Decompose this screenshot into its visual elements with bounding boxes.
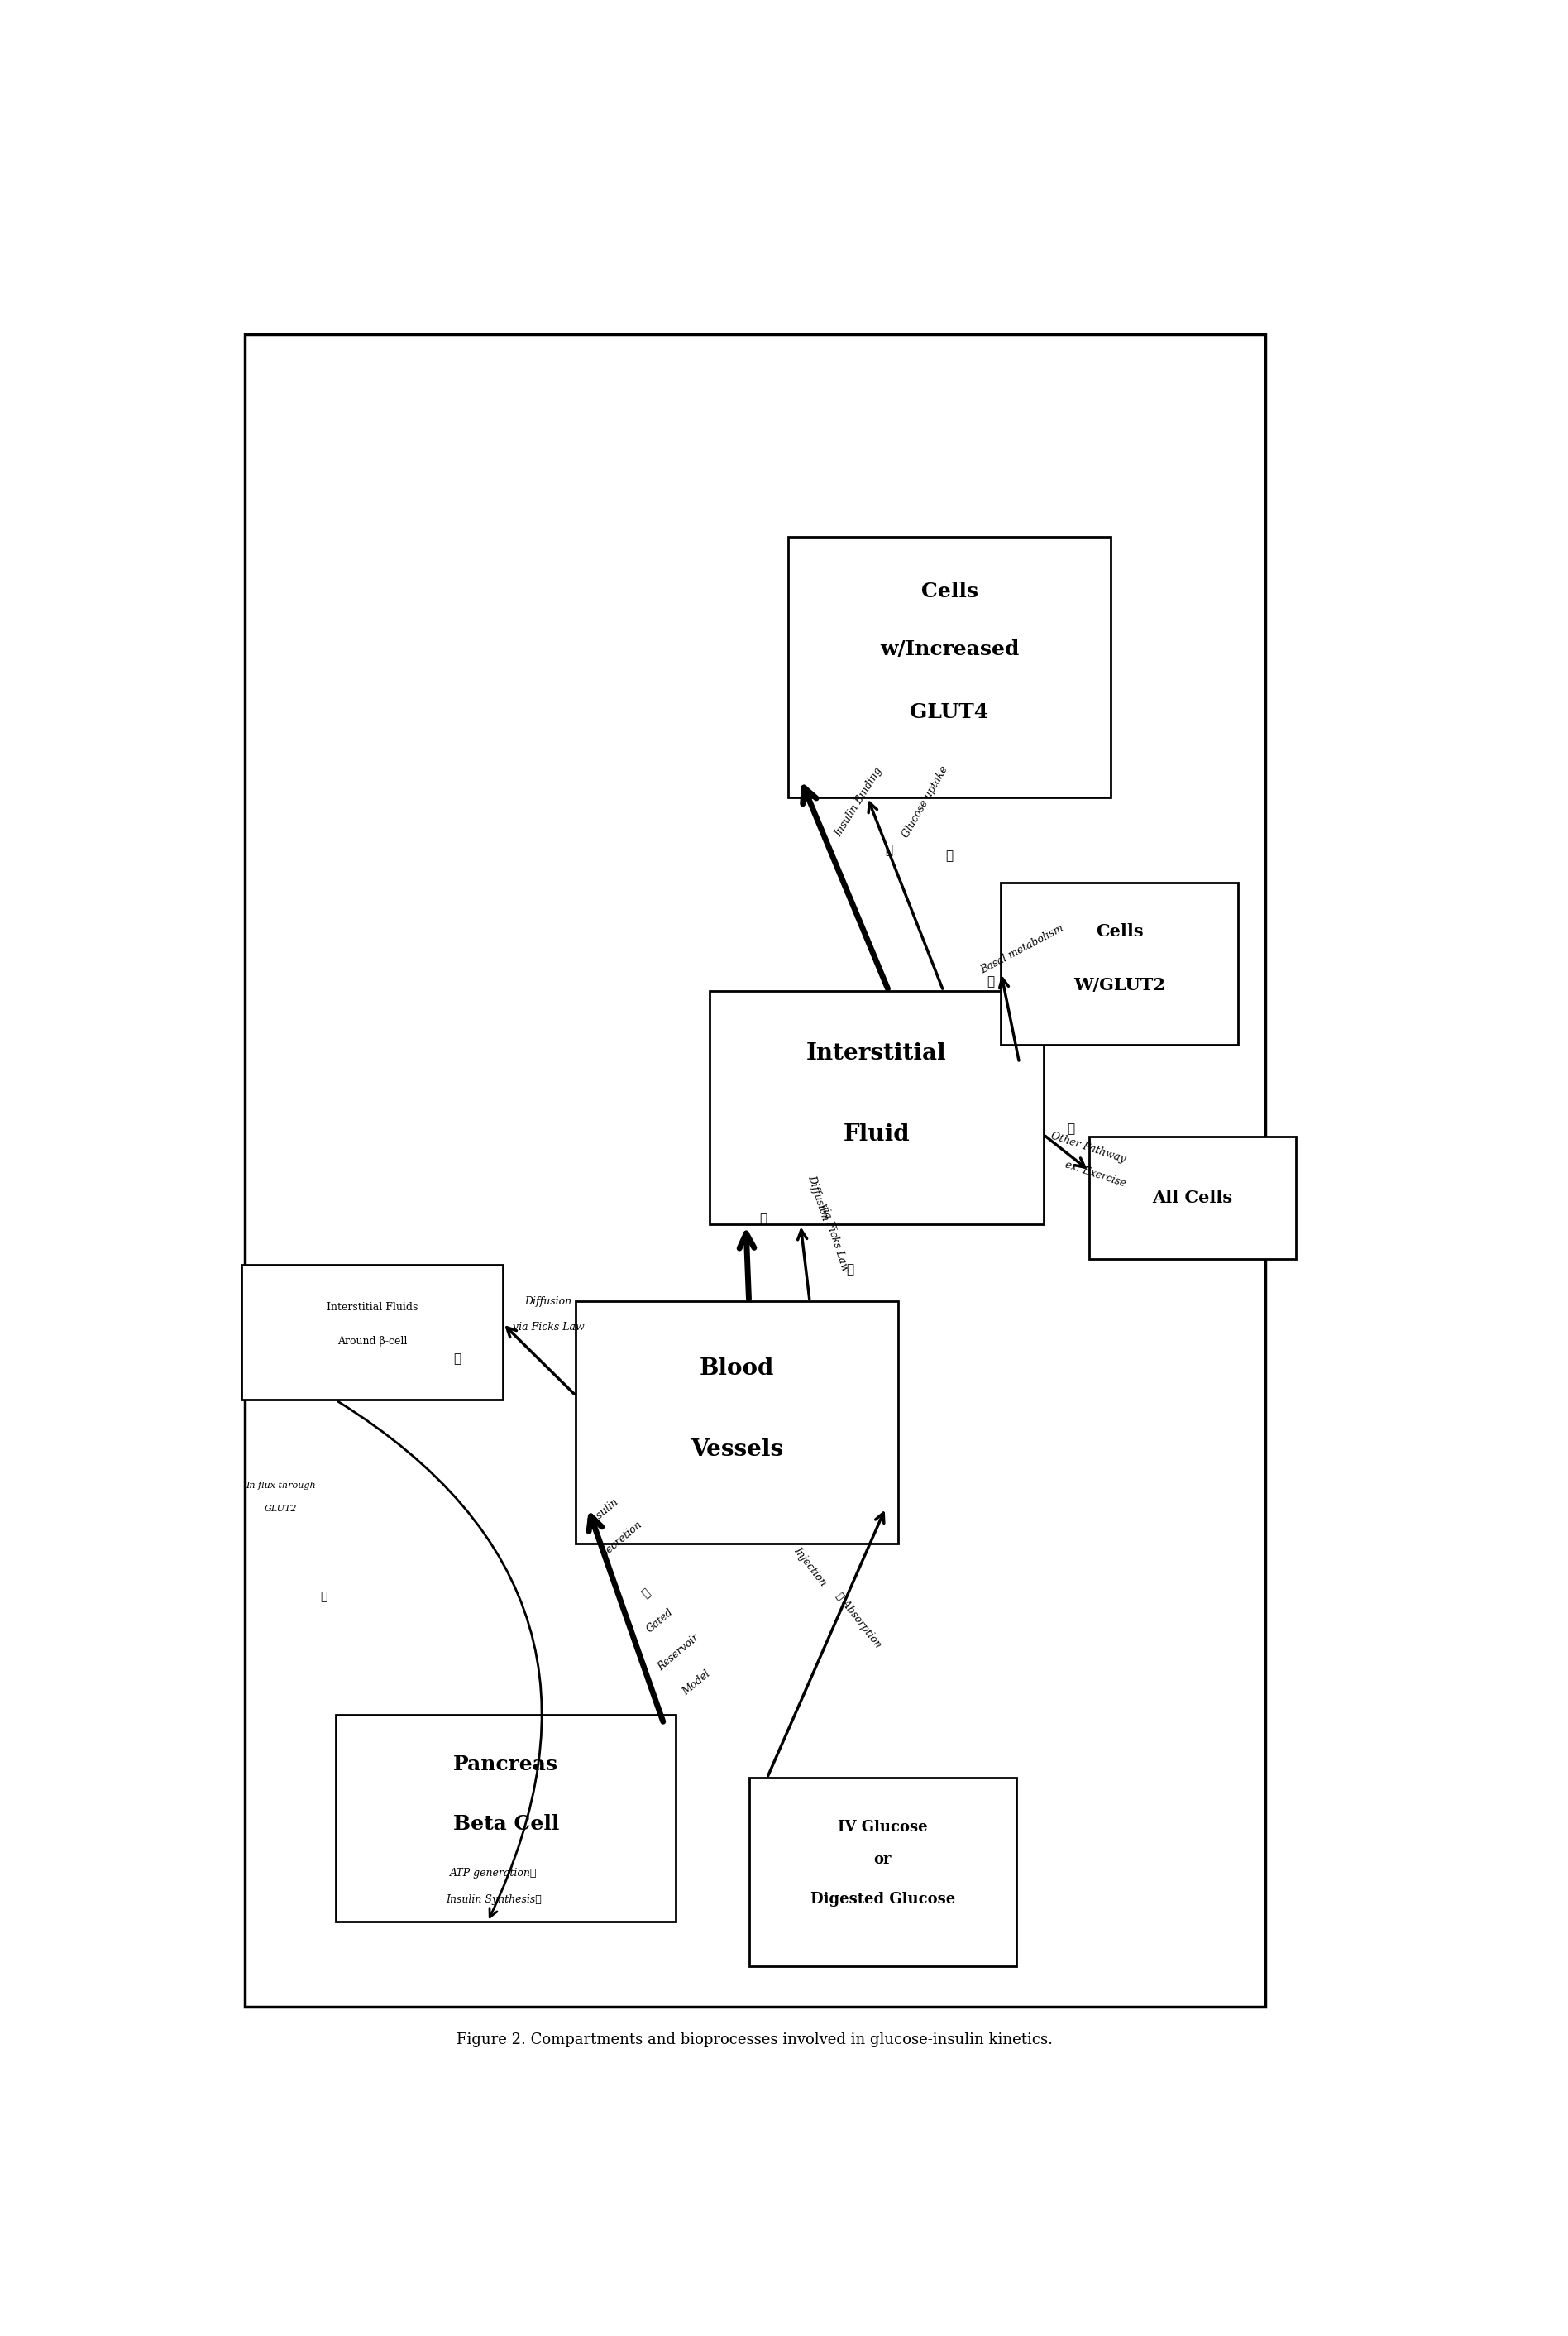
- Text: Glucose uptake: Glucose uptake: [900, 764, 950, 839]
- Bar: [336, 1715, 676, 1923]
- Text: ATP generation⑤: ATP generation⑤: [450, 1869, 538, 1878]
- Text: Figure 2. Compartments and bioprocesses involved in glucose-insulin kinetics.: Figure 2. Compartments and bioprocesses …: [456, 2032, 1054, 2046]
- Text: Insulin Synthesis⑥: Insulin Synthesis⑥: [445, 1894, 541, 1906]
- Text: Reservoir: Reservoir: [655, 1633, 701, 1673]
- Text: W/GLUT2: W/GLUT2: [1074, 976, 1165, 993]
- Text: Interstitial: Interstitial: [806, 1042, 947, 1065]
- Text: Model: Model: [681, 1668, 713, 1698]
- Bar: [709, 990, 1044, 1224]
- Text: ⓙ: ⓙ: [946, 850, 953, 862]
- Text: Insulin: Insulin: [586, 1497, 621, 1528]
- Text: ②: ②: [453, 1355, 461, 1364]
- Text: w/Increased: w/Increased: [880, 640, 1019, 659]
- Text: Around β-cell: Around β-cell: [337, 1336, 408, 1348]
- Text: via Ficks Law: via Ficks Law: [513, 1322, 585, 1332]
- Text: Cells: Cells: [920, 582, 978, 600]
- Text: Fluid: Fluid: [844, 1124, 909, 1147]
- Text: Blood: Blood: [699, 1357, 775, 1381]
- Text: Vessels: Vessels: [690, 1439, 782, 1460]
- Bar: [789, 537, 1110, 797]
- Text: ⑧: ⑧: [847, 1264, 853, 1275]
- Text: ① Absorption: ① Absorption: [834, 1591, 883, 1649]
- Text: Digested Glucose: Digested Glucose: [811, 1892, 955, 1906]
- Bar: [241, 1266, 503, 1399]
- Text: Gated: Gated: [644, 1607, 676, 1635]
- Text: ⑦: ⑦: [760, 1212, 767, 1224]
- Text: In flux through: In flux through: [246, 1481, 317, 1490]
- Bar: [1000, 883, 1239, 1044]
- Text: Secretion: Secretion: [599, 1518, 644, 1560]
- Bar: [1090, 1138, 1295, 1259]
- Text: Other Pathway: Other Pathway: [1049, 1131, 1127, 1163]
- Text: Basal metabolism: Basal metabolism: [978, 923, 1066, 976]
- Text: GLUT2: GLUT2: [265, 1504, 298, 1514]
- Text: GLUT4: GLUT4: [909, 703, 989, 722]
- Text: Insulin Binding: Insulin Binding: [833, 766, 884, 839]
- Text: ex. Exercise: ex. Exercise: [1063, 1159, 1127, 1189]
- Text: Diffusion: Diffusion: [806, 1173, 831, 1222]
- Text: Cells: Cells: [1096, 923, 1143, 939]
- Text: via Ficks Law: via Ficks Law: [818, 1201, 850, 1273]
- Bar: [245, 334, 1265, 2007]
- Text: Pancreas: Pancreas: [453, 1754, 558, 1773]
- Text: ⑥: ⑥: [640, 1586, 652, 1600]
- Bar: [575, 1301, 898, 1544]
- Text: IV Glucose: IV Glucose: [837, 1820, 928, 1834]
- Text: Diffusion: Diffusion: [525, 1296, 572, 1308]
- Text: Interstitial Fluids: Interstitial Fluids: [326, 1301, 417, 1313]
- Bar: [750, 1778, 1016, 1967]
- Text: Beta Cell: Beta Cell: [453, 1813, 558, 1834]
- Text: ⑨: ⑨: [884, 846, 892, 857]
- Text: or: or: [873, 1852, 892, 1866]
- Text: ⓛ: ⓛ: [1068, 1124, 1074, 1135]
- Text: All Cells: All Cells: [1152, 1189, 1232, 1205]
- Text: ⓐ: ⓐ: [986, 976, 994, 988]
- Text: Injection: Injection: [792, 1544, 828, 1588]
- Text: ③: ③: [320, 1591, 328, 1602]
